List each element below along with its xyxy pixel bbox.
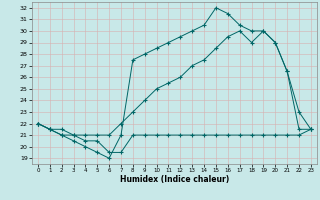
X-axis label: Humidex (Indice chaleur): Humidex (Indice chaleur) [120,175,229,184]
